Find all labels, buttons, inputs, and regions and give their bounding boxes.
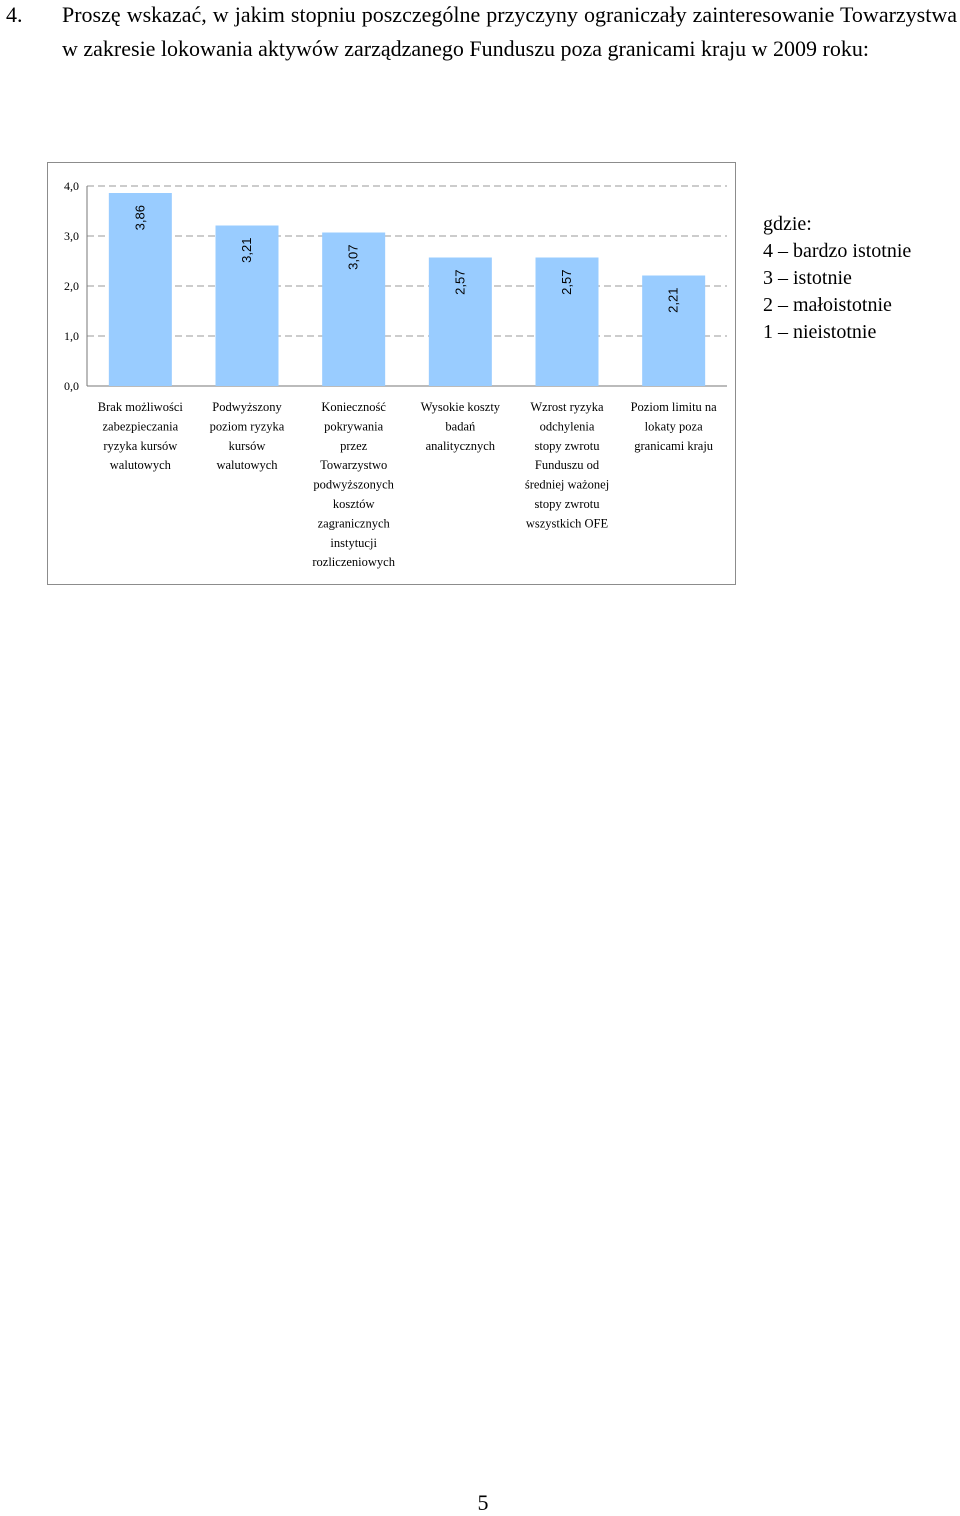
page-number: 5 — [477, 1490, 489, 1515]
data-label: 2,57 — [559, 270, 574, 295]
legend-item-1: 1 – nieistotnie — [763, 321, 877, 343]
category-label: Poziom limitu na lokaty poza granicami kra… — [631, 400, 718, 453]
category-label: Konieczność pokrywania przez Towarzystwo pod… — [312, 400, 395, 569]
legend-item-3: 3 – istotnie — [763, 267, 852, 289]
bar — [428, 257, 492, 386]
category-label: Podwyższony poziom ryzyka kursów walutowych — [210, 400, 285, 472]
data-label: 2,21 — [666, 288, 681, 313]
y-tick-label: 2,0 — [64, 279, 79, 293]
y-tick-label: 0,0 — [64, 379, 79, 393]
bar-chart: 0,0 1,0 2,0 3,0 4,0 3,86 Brak możliwości zabezp… — [64, 179, 727, 569]
data-label: 3,86 — [132, 205, 147, 230]
category-label: Wysokie koszty badań analitycznych — [421, 400, 501, 453]
data-label: 3,07 — [346, 245, 361, 270]
legend-title: gdzie: — [763, 213, 812, 235]
bar — [108, 193, 172, 386]
data-label: 2,57 — [452, 270, 467, 295]
bar — [535, 257, 599, 386]
y-tick-label: 3,0 — [64, 229, 79, 243]
category-label: Wzrost ryzyka odchylenia stopy zwrotu Fundu… — [525, 400, 609, 530]
bar — [642, 275, 706, 386]
category-label: Brak możliwości zabezpieczania ryzyka kurs… — [98, 400, 184, 472]
bar — [215, 225, 279, 386]
chart-frame — [47, 162, 736, 585]
question-text: Proszę wskazać, w jakim stopniu poszczeg… — [62, 2, 957, 61]
legend: gdzie: 4 – bardzo istotnie 3 – istotnie … — [763, 211, 911, 346]
y-tick-label: 4,0 — [64, 179, 79, 193]
bar — [322, 232, 386, 386]
data-label: 3,21 — [239, 238, 254, 263]
question-number: 4. — [6, 2, 23, 27]
y-tick-label: 1,0 — [64, 329, 79, 343]
legend-item-2: 2 – małoistotnie — [763, 294, 892, 316]
legend-item-4: 4 – bardzo istotnie — [763, 240, 912, 262]
